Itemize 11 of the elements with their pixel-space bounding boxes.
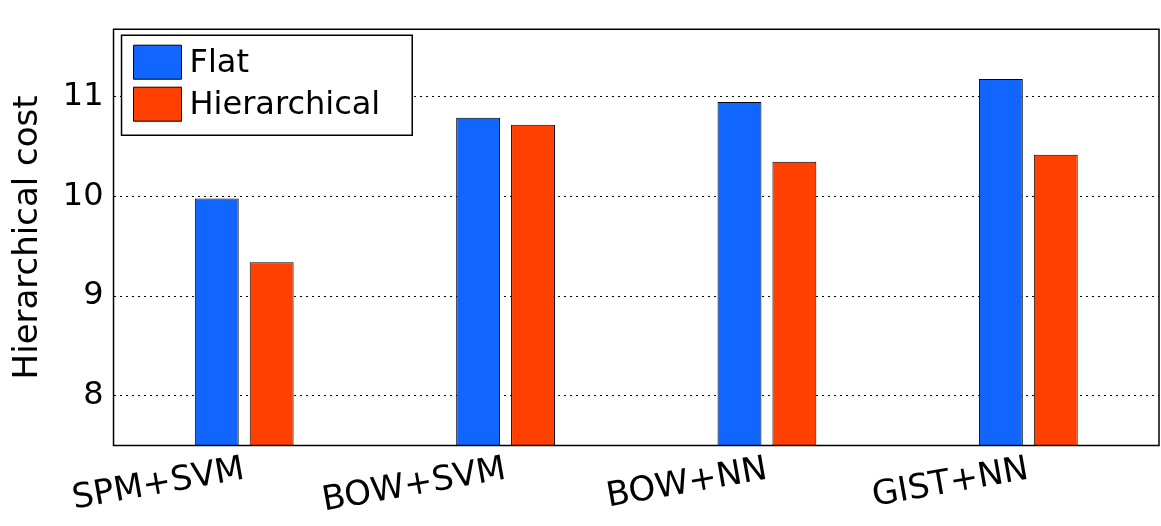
y-tick-label: 11 — [62, 75, 104, 114]
y-axis-title: Hierarchical cost — [5, 95, 46, 380]
legend-label: Hierarchical — [189, 83, 381, 122]
y-tick-label: 10 — [62, 174, 104, 213]
y-tick-label: 8 — [83, 374, 104, 413]
x-tick-label: SPM+SVM — [68, 446, 248, 517]
x-tick-label: BOW+NN — [602, 446, 770, 515]
legend-label: Flat — [189, 41, 249, 80]
x-tick-label: GIST+NN — [868, 446, 1032, 514]
x-tick-label: BOW+SVM — [318, 446, 509, 519]
y-tick-label: 9 — [83, 274, 104, 313]
